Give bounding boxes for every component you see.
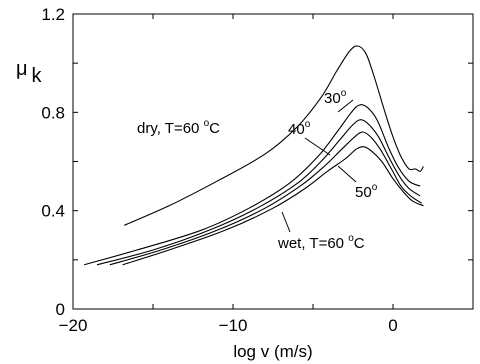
annotation-50: 50o	[355, 182, 378, 201]
y-tick-label: 0	[56, 300, 65, 319]
annotation-wet: wet, T=60 oC	[277, 233, 365, 252]
axis-ticks	[72, 13, 474, 310]
x-axis-label: log v (m/s)	[233, 342, 312, 361]
x-tick-label: −10	[219, 316, 248, 335]
annotation-dry: dry, T=60 oC	[137, 118, 220, 137]
leader-40	[304, 137, 331, 156]
leader-wet	[281, 211, 291, 233]
annotation-30: 30o	[324, 88, 347, 107]
y-axis-label-main: μ	[16, 58, 28, 80]
series-line-wet	[122, 146, 424, 266]
y-tick-label: 0.8	[41, 103, 65, 122]
leader-50	[337, 165, 357, 183]
y-axis-label-sub: k	[32, 65, 43, 87]
x-tick-label: 0	[388, 316, 397, 335]
annotation-leaders	[281, 99, 357, 233]
annotation-40: 40o	[288, 119, 311, 138]
y-tick-label: 1.2	[41, 5, 65, 24]
series-lines	[84, 45, 424, 266]
series-line-40	[96, 119, 421, 266]
series-line-30	[84, 104, 421, 266]
y-tick-label: 0.4	[41, 202, 65, 221]
plot-area-frame	[72, 13, 474, 310]
series-line-50	[109, 131, 423, 266]
series-line-dry	[123, 45, 424, 226]
leader-30	[337, 99, 354, 113]
tick-labels: −20 −10 0 0 0.4 0.8 1.2	[41, 5, 397, 335]
x-tick-label: −20	[59, 316, 88, 335]
